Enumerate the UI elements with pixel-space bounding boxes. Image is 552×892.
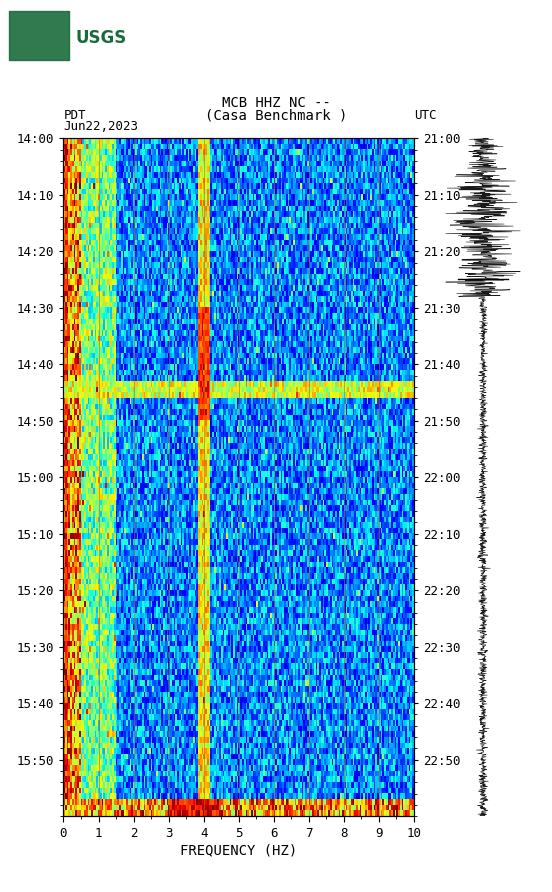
X-axis label: FREQUENCY (HZ): FREQUENCY (HZ) (180, 844, 298, 858)
Text: MCB HHZ NC --: MCB HHZ NC -- (221, 95, 331, 110)
Text: UTC: UTC (414, 110, 437, 122)
Text: USGS: USGS (76, 29, 127, 47)
Text: PDT: PDT (63, 110, 86, 122)
Text: (Casa Benchmark ): (Casa Benchmark ) (205, 109, 347, 123)
Text: Jun22,2023: Jun22,2023 (63, 120, 139, 133)
